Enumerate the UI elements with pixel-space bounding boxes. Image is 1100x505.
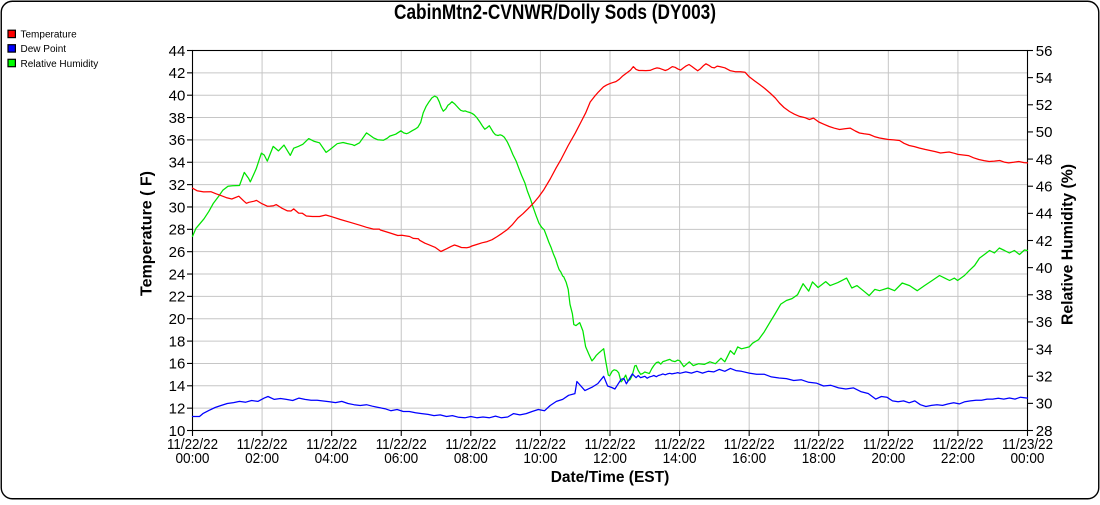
svg-text:42: 42 <box>1036 233 1053 250</box>
svg-text:CabinMtn2-CVNWR/Dolly Sods (DY: CabinMtn2-CVNWR/Dolly Sods (DY003) <box>394 1 716 24</box>
svg-text:56: 56 <box>1036 43 1053 60</box>
svg-text:50: 50 <box>1036 124 1053 141</box>
svg-text:20: 20 <box>169 311 186 328</box>
svg-text:36: 36 <box>169 132 186 149</box>
svg-text:11/22/22: 11/22/22 <box>654 436 705 453</box>
svg-text:02:00: 02:00 <box>245 450 279 467</box>
svg-text:34: 34 <box>169 155 186 172</box>
svg-text:28: 28 <box>169 222 186 239</box>
svg-text:40: 40 <box>1036 260 1053 277</box>
svg-text:Temperature: Temperature <box>21 30 78 41</box>
svg-text:11/22/22: 11/22/22 <box>237 436 288 453</box>
svg-text:14:00: 14:00 <box>663 450 697 467</box>
svg-text:54: 54 <box>1036 70 1053 87</box>
svg-text:04:00: 04:00 <box>315 450 349 467</box>
svg-text:11/22/22: 11/22/22 <box>585 436 636 453</box>
svg-text:11/23/22: 11/23/22 <box>1002 436 1053 453</box>
svg-text:18: 18 <box>169 333 186 350</box>
svg-text:42: 42 <box>169 65 186 82</box>
svg-text:52: 52 <box>1036 97 1053 114</box>
svg-text:30: 30 <box>169 199 186 216</box>
svg-text:34: 34 <box>1036 341 1053 358</box>
svg-text:00:00: 00:00 <box>1011 450 1045 467</box>
svg-text:38: 38 <box>169 110 186 127</box>
svg-text:Date/Time (EST): Date/Time (EST) <box>551 469 670 486</box>
svg-text:11/22/22: 11/22/22 <box>793 436 844 453</box>
svg-text:36: 36 <box>1036 314 1053 331</box>
svg-text:26: 26 <box>169 244 186 261</box>
svg-text:Relative Humidity: Relative Humidity <box>21 59 99 70</box>
svg-text:48: 48 <box>1036 151 1053 168</box>
svg-text:44: 44 <box>1036 206 1053 223</box>
svg-text:11/22/22: 11/22/22 <box>376 436 427 453</box>
svg-text:11/22/22: 11/22/22 <box>306 436 357 453</box>
svg-text:22: 22 <box>169 289 186 306</box>
svg-text:16:00: 16:00 <box>732 450 766 467</box>
svg-text:11/22/22: 11/22/22 <box>515 436 566 453</box>
svg-text:12:00: 12:00 <box>593 450 627 467</box>
svg-text:Dew Point: Dew Point <box>21 44 67 55</box>
svg-text:38: 38 <box>1036 287 1053 304</box>
svg-text:11/22/22: 11/22/22 <box>445 436 496 453</box>
svg-text:Temperature ( F): Temperature ( F) <box>139 171 156 296</box>
svg-text:16: 16 <box>169 356 186 373</box>
svg-text:11/22/22: 11/22/22 <box>932 436 983 453</box>
svg-text:32: 32 <box>169 177 186 194</box>
svg-text:14: 14 <box>169 378 186 395</box>
svg-text:10: 10 <box>169 423 186 440</box>
svg-text:06:00: 06:00 <box>384 450 418 467</box>
svg-text:44: 44 <box>169 43 186 60</box>
svg-text:24: 24 <box>169 266 186 283</box>
svg-text:30: 30 <box>1036 396 1053 413</box>
svg-text:00:00: 00:00 <box>176 450 210 467</box>
svg-text:28: 28 <box>1036 423 1053 440</box>
svg-text:11/22/22: 11/22/22 <box>167 436 218 453</box>
svg-text:32: 32 <box>1036 369 1053 386</box>
svg-text:08:00: 08:00 <box>454 450 488 467</box>
svg-text:10:00: 10:00 <box>523 450 557 467</box>
svg-text:11/22/22: 11/22/22 <box>863 436 914 453</box>
svg-text:22:00: 22:00 <box>941 450 975 467</box>
svg-text:40: 40 <box>169 88 186 105</box>
svg-text:18:00: 18:00 <box>802 450 836 467</box>
svg-text:11/22/22: 11/22/22 <box>724 436 775 453</box>
svg-text:Relative Humidity (%): Relative Humidity (%) <box>1060 164 1077 325</box>
svg-text:12: 12 <box>169 400 186 417</box>
svg-text:20:00: 20:00 <box>871 450 905 467</box>
svg-text:46: 46 <box>1036 179 1053 196</box>
